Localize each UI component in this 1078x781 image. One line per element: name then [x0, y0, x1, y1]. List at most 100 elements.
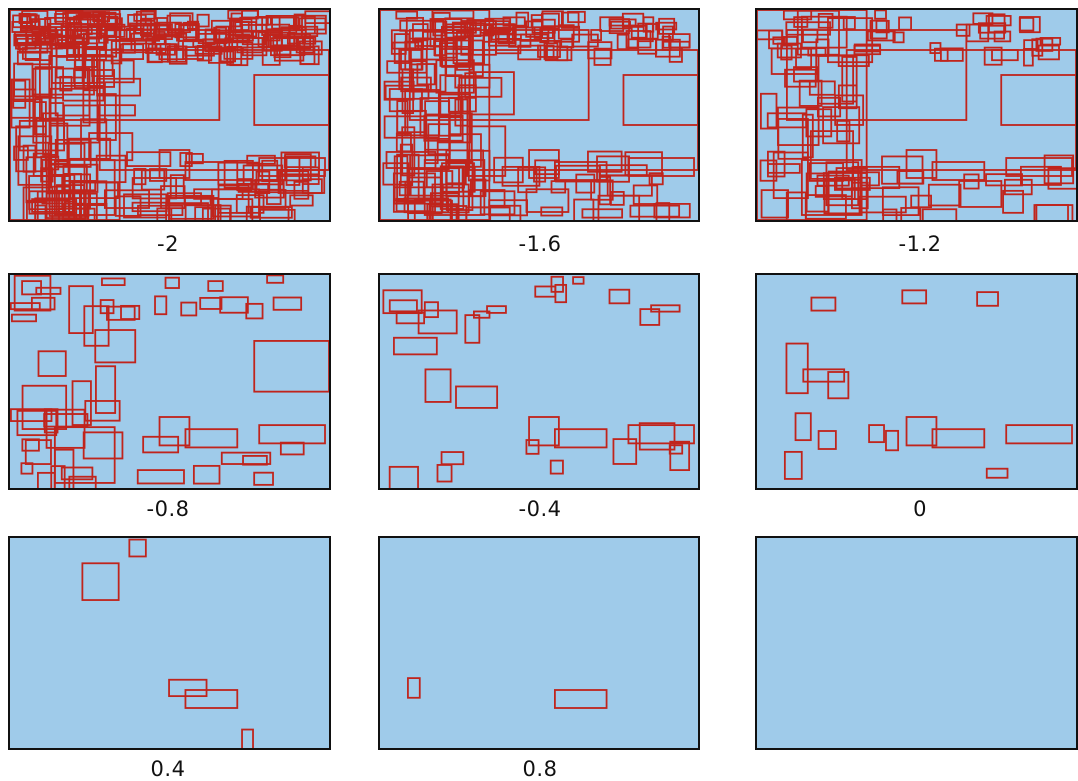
- detection-box: [905, 149, 938, 179]
- detection-box: [133, 167, 147, 186]
- detection-box: [921, 208, 958, 220]
- detection-box: [554, 283, 568, 304]
- detection-box: [133, 13, 156, 22]
- detection-box: [668, 33, 691, 49]
- detection-box: [241, 30, 267, 46]
- detection-boxes: [757, 10, 1076, 220]
- detection-box: [400, 76, 432, 93]
- detection-box: [525, 439, 540, 455]
- detection-box: [465, 206, 511, 220]
- detection-box: [627, 424, 695, 445]
- detection-box: [88, 132, 134, 162]
- detection-box: [599, 16, 625, 32]
- detection-box: [436, 464, 453, 483]
- detection-box: [180, 301, 198, 317]
- detection-box: [549, 459, 564, 475]
- scene-photo-4: [8, 273, 331, 490]
- detection-box: [254, 179, 285, 199]
- detection-box: [612, 438, 638, 465]
- detection-box: [164, 276, 180, 289]
- detection-box: [905, 416, 938, 447]
- detection-box: [669, 440, 691, 472]
- detection-box: [581, 208, 624, 219]
- detection-box: [901, 289, 928, 305]
- detection-box: [808, 162, 844, 182]
- detection-box: [776, 42, 802, 59]
- detection-box: [83, 32, 105, 48]
- detection-box: [759, 159, 778, 182]
- detection-box: [573, 198, 595, 220]
- scene-photo-3: [755, 8, 1078, 222]
- detection-box: [1005, 424, 1073, 445]
- detection-box: [245, 302, 264, 320]
- panel-caption: -1.2: [898, 232, 942, 256]
- detection-box: [261, 46, 281, 66]
- detection-box: [1047, 167, 1076, 190]
- detection-box: [68, 475, 97, 488]
- detection-box: [772, 151, 809, 200]
- detection-box: [407, 677, 421, 699]
- detection-box: [220, 451, 272, 465]
- detection-box: [931, 428, 986, 449]
- detection-box: [71, 30, 88, 49]
- detection-box: [653, 203, 691, 219]
- detection-box: [11, 313, 37, 323]
- detection-box: [396, 109, 427, 134]
- detection-box: [655, 21, 678, 31]
- detection-box: [958, 180, 1003, 208]
- detection-box: [892, 31, 905, 44]
- detection-box: [301, 166, 320, 185]
- detection-box: [196, 44, 213, 62]
- detection-box: [185, 152, 204, 165]
- detection-box: [99, 299, 115, 315]
- detection-box: [637, 22, 654, 43]
- detection-box: [286, 32, 306, 45]
- detection-box: [249, 206, 293, 219]
- detection-box: [194, 206, 213, 220]
- detection-box: [590, 179, 614, 201]
- detection-box: [809, 130, 855, 180]
- detection-box: [295, 14, 327, 35]
- detection-box: [168, 678, 208, 698]
- detection-box: [32, 67, 53, 98]
- detection-box: [388, 299, 418, 313]
- detection-box: [258, 189, 287, 210]
- detection-box: [520, 33, 549, 42]
- detection-box: [419, 97, 462, 137]
- detection-box: [84, 400, 121, 422]
- detection-box: [441, 26, 472, 68]
- detection-box: [434, 20, 448, 57]
- detection-box: [473, 310, 491, 319]
- detection-box: [289, 194, 314, 207]
- detection-box: [1033, 204, 1074, 220]
- detection-box: [757, 10, 868, 220]
- detection-box: [293, 13, 307, 32]
- detection-box: [1037, 44, 1060, 61]
- detection-box: [827, 17, 874, 64]
- detection-box: [567, 10, 586, 24]
- detection-box: [1023, 39, 1039, 50]
- detection-box: [841, 178, 856, 200]
- detection-box: [395, 132, 412, 153]
- detection-box: [590, 29, 602, 42]
- detection-box: [384, 84, 430, 100]
- detection-box: [882, 208, 898, 220]
- detection-box: [123, 193, 168, 219]
- detection-box: [800, 15, 848, 49]
- detection-box: [927, 183, 962, 207]
- detection-box: [37, 350, 67, 377]
- detection-box: [632, 184, 659, 205]
- detection-box: [1020, 165, 1062, 186]
- detection-box: [142, 435, 180, 454]
- detection-box: [77, 13, 106, 26]
- detection-box: [395, 10, 419, 20]
- detection-box: [866, 30, 896, 42]
- detection-box: [457, 84, 477, 113]
- detection-box: [192, 464, 221, 485]
- detection-box: [517, 166, 538, 194]
- detection-box: [963, 173, 980, 190]
- detection-box: [16, 409, 58, 437]
- detection-box: [50, 44, 75, 58]
- detection-box: [253, 340, 329, 393]
- detection-box: [1002, 189, 1024, 214]
